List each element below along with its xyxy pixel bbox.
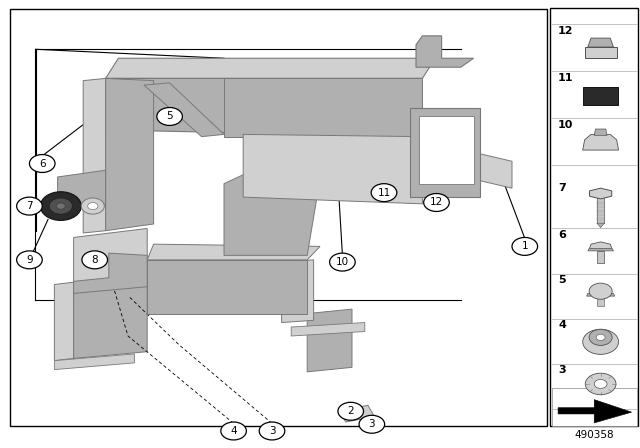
Polygon shape (595, 129, 607, 135)
Polygon shape (589, 242, 612, 250)
Text: 3: 3 (558, 365, 566, 375)
Circle shape (82, 251, 108, 269)
Text: 7: 7 (26, 201, 33, 211)
Circle shape (40, 192, 81, 220)
Text: 11: 11 (558, 73, 573, 83)
Polygon shape (54, 354, 134, 370)
Polygon shape (58, 170, 106, 211)
Circle shape (81, 198, 104, 214)
Circle shape (259, 422, 285, 440)
Text: 10: 10 (336, 257, 349, 267)
Polygon shape (74, 228, 147, 293)
FancyBboxPatch shape (552, 388, 637, 426)
Polygon shape (282, 260, 314, 323)
Text: 5: 5 (166, 112, 173, 121)
Text: 8: 8 (92, 255, 98, 265)
Circle shape (371, 184, 397, 202)
Circle shape (595, 379, 607, 388)
Polygon shape (339, 405, 374, 422)
Polygon shape (596, 223, 605, 228)
Text: 12: 12 (558, 26, 573, 36)
Text: 7: 7 (558, 183, 566, 193)
Polygon shape (416, 36, 474, 67)
Circle shape (29, 155, 55, 172)
Circle shape (56, 203, 65, 209)
Circle shape (359, 415, 385, 433)
Circle shape (585, 373, 616, 395)
Text: 1: 1 (522, 241, 528, 251)
Polygon shape (588, 38, 614, 47)
Polygon shape (147, 244, 320, 260)
Text: 6: 6 (558, 230, 566, 240)
Polygon shape (589, 188, 612, 199)
Text: 4: 4 (558, 320, 566, 330)
Circle shape (589, 329, 612, 345)
Polygon shape (147, 260, 307, 314)
Circle shape (17, 251, 42, 269)
Polygon shape (558, 400, 632, 423)
Circle shape (596, 334, 605, 340)
Circle shape (338, 402, 364, 420)
Polygon shape (586, 293, 615, 296)
Text: 5: 5 (558, 275, 566, 285)
Text: 12: 12 (430, 198, 443, 207)
FancyBboxPatch shape (596, 251, 605, 263)
Text: 4: 4 (230, 426, 237, 436)
Circle shape (589, 283, 612, 299)
Circle shape (17, 197, 42, 215)
Text: 2: 2 (348, 406, 354, 416)
Polygon shape (410, 108, 480, 197)
Polygon shape (588, 249, 614, 251)
Text: 9: 9 (26, 255, 33, 265)
FancyBboxPatch shape (10, 9, 547, 425)
Circle shape (88, 202, 98, 210)
Polygon shape (419, 116, 474, 184)
Polygon shape (106, 78, 422, 137)
Polygon shape (474, 152, 512, 188)
Polygon shape (291, 323, 365, 336)
Circle shape (157, 108, 182, 125)
Text: 3: 3 (269, 426, 275, 436)
Circle shape (330, 253, 355, 271)
Circle shape (583, 329, 618, 354)
FancyBboxPatch shape (584, 87, 618, 105)
Polygon shape (585, 47, 617, 58)
Circle shape (49, 198, 72, 214)
Polygon shape (54, 282, 74, 361)
Polygon shape (583, 134, 619, 150)
Polygon shape (74, 278, 147, 358)
Text: 490358: 490358 (575, 430, 614, 439)
Polygon shape (106, 58, 435, 78)
Circle shape (349, 409, 362, 418)
FancyBboxPatch shape (598, 296, 604, 306)
Polygon shape (307, 309, 352, 372)
Polygon shape (224, 170, 320, 255)
Text: 3: 3 (369, 419, 375, 429)
Text: 11: 11 (378, 188, 390, 198)
Circle shape (221, 422, 246, 440)
Polygon shape (83, 78, 106, 233)
Circle shape (512, 237, 538, 255)
Polygon shape (106, 78, 154, 231)
Text: 10: 10 (558, 121, 573, 130)
Polygon shape (74, 253, 147, 293)
Polygon shape (243, 134, 422, 204)
Polygon shape (144, 83, 224, 137)
FancyBboxPatch shape (596, 194, 605, 223)
Polygon shape (224, 78, 422, 137)
Text: 6: 6 (39, 159, 45, 168)
Circle shape (424, 194, 449, 211)
